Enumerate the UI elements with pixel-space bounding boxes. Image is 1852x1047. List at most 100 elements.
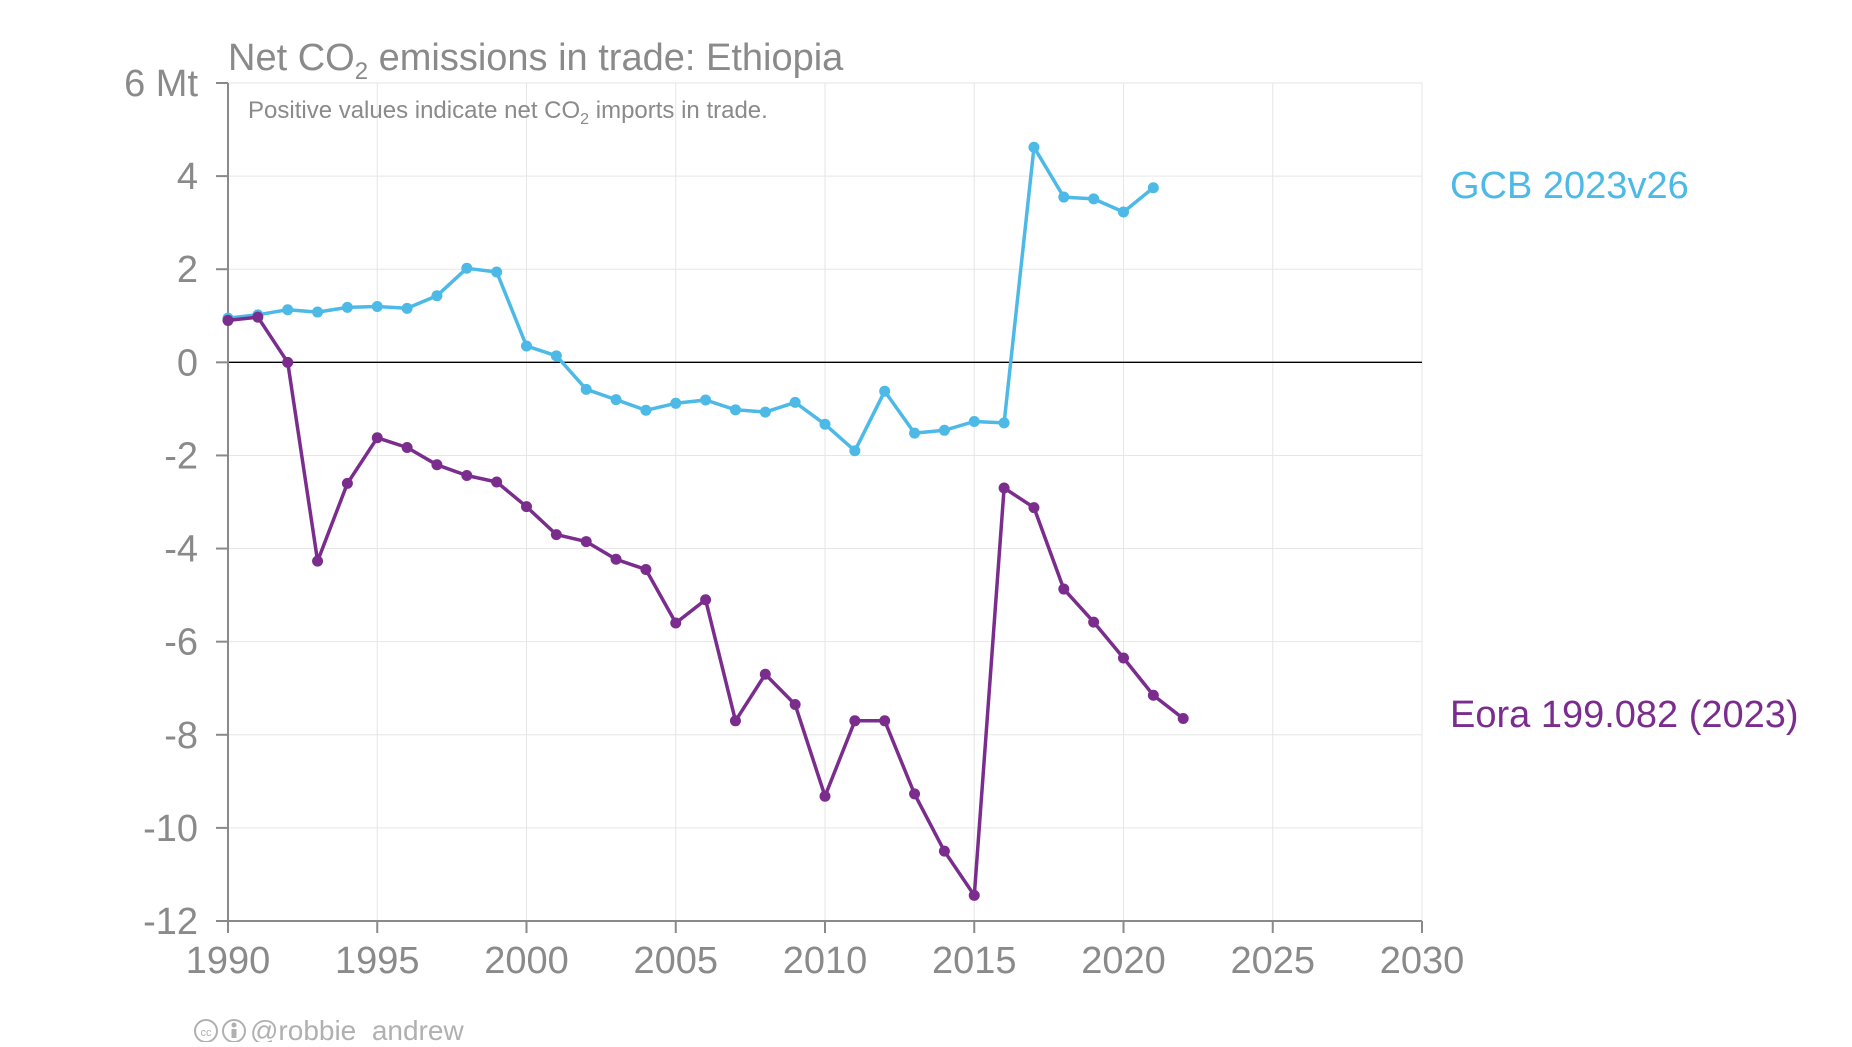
labels: GCB 2023v26 Eora 199.082 (2023) (1450, 165, 1799, 736)
x-tick-label: 1990 (186, 940, 271, 982)
data-point (580, 536, 592, 548)
y-tick-label: 6 Mt (124, 63, 198, 105)
data-point (998, 417, 1010, 429)
series-line (227, 145, 1155, 453)
data-point (252, 311, 264, 323)
data-point (610, 394, 622, 406)
data-point (401, 302, 413, 314)
y-tick-label: -12 (143, 901, 198, 943)
data-point (341, 477, 353, 489)
data-point (700, 394, 712, 406)
data-point (1147, 182, 1159, 194)
data-point (401, 442, 413, 454)
data-point (1177, 712, 1189, 724)
data-point (640, 564, 652, 576)
series-label: GCB 2023v26 (1450, 165, 1689, 207)
chart-subtitle-rest: imports in trade. (589, 97, 768, 124)
data-point (1058, 191, 1070, 203)
x-tick-label: 2010 (783, 940, 868, 982)
x-tick-label: 2025 (1230, 940, 1315, 982)
data-point (1118, 206, 1129, 218)
y-tick-label: 4 (177, 156, 198, 198)
data-point (580, 383, 592, 395)
data-point (670, 397, 682, 409)
data-point (1028, 141, 1040, 153)
data-point (670, 617, 682, 629)
chart-title: Net CO2 emissions in trade: Ethiopia (228, 37, 844, 85)
data-point (909, 788, 921, 800)
data-point (550, 529, 562, 541)
data-point (700, 594, 712, 606)
data-point (461, 469, 473, 481)
data-point (819, 418, 831, 430)
x-tick-label: 2020 (1081, 940, 1166, 982)
data-point (550, 350, 562, 362)
data-point (1147, 689, 1159, 701)
data-point (1028, 502, 1040, 514)
data-point (341, 301, 353, 313)
credit: cc @robbie_andrew (194, 1015, 464, 1046)
y-tick-label: -2 (164, 435, 198, 477)
series (222, 141, 1189, 901)
data-point (789, 396, 801, 408)
chart-title-main: Net CO (228, 37, 355, 79)
y-tick-label: 0 (177, 342, 198, 384)
data-point (1088, 193, 1100, 205)
y-tick-label: -6 (164, 622, 198, 664)
data-point (879, 715, 891, 727)
data-point (1088, 616, 1100, 628)
data-point (849, 715, 861, 727)
chart-subtitle-subscript: 2 (580, 111, 589, 128)
data-point (879, 385, 891, 397)
data-point (521, 501, 532, 513)
y-tick-label: -4 (164, 529, 198, 571)
chart-title-subscript: 2 (355, 58, 368, 85)
series-eora (222, 311, 1189, 901)
data-point (789, 699, 801, 711)
attribution-icon-head (231, 1022, 237, 1028)
series-gcb (222, 141, 1159, 457)
data-point (909, 427, 921, 439)
data-point (729, 715, 741, 727)
data-point (938, 845, 950, 857)
data-point (282, 356, 294, 368)
data-point (371, 300, 383, 312)
data-point (491, 476, 503, 488)
data-point (312, 555, 324, 567)
data-point (1058, 583, 1070, 595)
data-point (819, 790, 831, 802)
data-point (521, 340, 532, 352)
y-tick-label: -8 (164, 715, 198, 757)
data-point (371, 432, 383, 444)
data-point (1118, 652, 1129, 664)
y-tick-label: 2 (177, 249, 198, 291)
data-point (312, 306, 324, 318)
data-point (461, 262, 473, 274)
data-point (968, 889, 980, 901)
data-point (491, 266, 503, 278)
x-tick-label: 2030 (1380, 940, 1465, 982)
data-point (431, 459, 443, 471)
data-point (968, 415, 980, 427)
data-point (282, 304, 294, 316)
x-tick-label: 1995 (335, 940, 420, 982)
data-point (998, 482, 1010, 494)
data-point (729, 404, 741, 416)
data-point (640, 404, 652, 416)
chart-subtitle-main: Positive values indicate net CO (248, 97, 580, 124)
chart-subtitle: Positive values indicate net CO2 imports… (248, 97, 768, 128)
chart-title-rest: emissions in trade: Ethiopia (368, 37, 844, 79)
data-point (222, 314, 234, 326)
credit-handle: @robbie_andrew (250, 1015, 464, 1042)
cc-license-icon-text: cc (201, 1027, 213, 1039)
data-point (759, 668, 771, 680)
data-point (849, 445, 861, 457)
x-tick-label: 2000 (484, 940, 569, 982)
x-tick-label: 2005 (633, 940, 718, 982)
attribution-icon-body (231, 1029, 237, 1038)
data-point (759, 406, 771, 418)
data-point (938, 424, 950, 436)
